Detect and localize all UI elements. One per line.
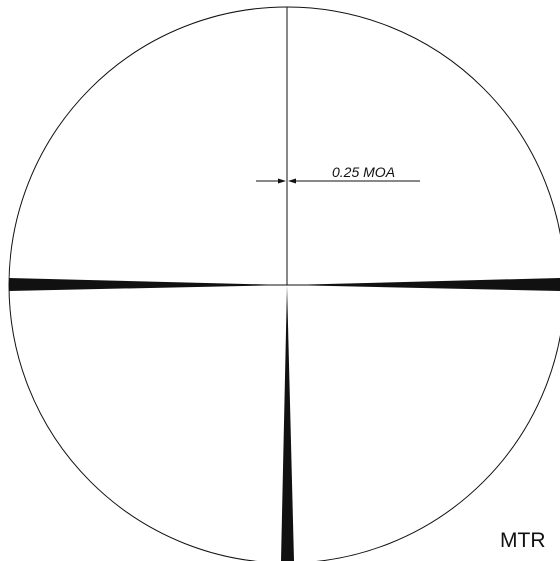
left-post <box>9 278 287 291</box>
bottom-post <box>281 285 294 561</box>
reticle-name: MTR <box>500 529 546 552</box>
dimension-annotation: 0.25 MOA <box>256 164 420 184</box>
dimension-left-arrowhead <box>278 178 286 184</box>
dimension-label: 0.25 MOA <box>332 164 395 180</box>
right-post <box>287 278 560 291</box>
